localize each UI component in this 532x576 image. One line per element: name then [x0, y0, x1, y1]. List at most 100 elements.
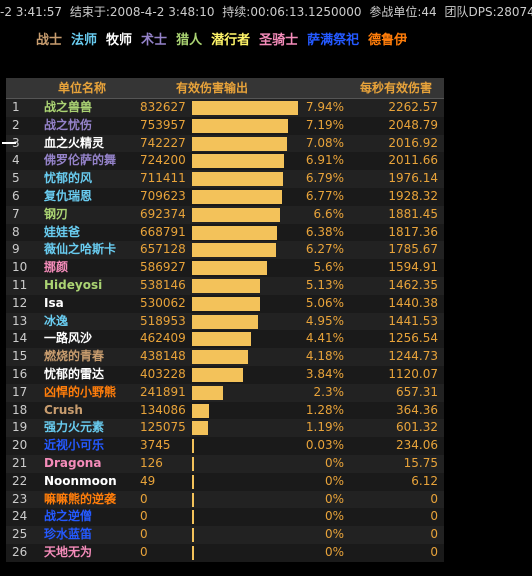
class-filter-5[interactable]: 潜行者: [211, 33, 251, 48]
row-rank: 4: [12, 153, 20, 168]
row-damage-bar: [192, 101, 298, 115]
row-rank: 2: [12, 117, 20, 132]
row-damage-bar: [192, 189, 283, 204]
table-row[interactable]: 19 强力火元素 125075 1.19% 601.32: [6, 419, 444, 438]
row-rank: 16: [12, 366, 28, 381]
row-unit-name: 战之逆僧: [44, 509, 93, 524]
class-filter-bar: 战士 法师 牧师 术士 猎人 潜行者 圣骑士 萨满祭祀 德鲁伊: [36, 30, 416, 52]
table-row[interactable]: 15 燃烧的青春 438148 4.18% 1244.73: [6, 348, 444, 366]
row-rank: 24: [12, 509, 28, 524]
row-dps: 1441.53: [388, 313, 438, 328]
row-dps: 657.31: [396, 384, 438, 399]
row-rank: 18: [12, 402, 28, 417]
row-percent: 0%: [324, 455, 344, 470]
row-damage: 403228: [140, 366, 186, 381]
duration-label: 持续:: [222, 5, 251, 19]
row-percent: 1.19%: [305, 420, 344, 435]
row-damage-bar: [192, 439, 194, 454]
row-damage-bar: [192, 118, 288, 133]
table-row[interactable]: 7 钢刃 692374 6.6% 1881.45: [6, 205, 444, 224]
row-dps: 2016.92: [388, 135, 438, 150]
row-unit-name: 冰逸: [44, 313, 69, 328]
row-percent: 6.79%: [305, 171, 344, 186]
row-unit-name: 战之忧伤: [44, 117, 93, 132]
table-row[interactable]: 4 佛罗伦萨的舞 724200 6.91% 2011.66: [6, 152, 444, 171]
table-row[interactable]: 23 嘛嘛熊的逆袭 0 0% 0: [6, 490, 444, 509]
row-damage-bar: [192, 403, 210, 418]
damage-table: 单位名称 有效伤害输出 每秒有效伤害 1 战之兽兽 832627 7.94% 2262.…: [6, 78, 444, 562]
units-value: 44: [421, 5, 437, 19]
row-dps: 1244.73: [388, 349, 438, 364]
table-row[interactable]: 9 薇仙之哈斯卡 657128 6.27% 1785.67: [6, 241, 444, 260]
table-row[interactable]: 26 天地无为 0 0% 0: [6, 543, 444, 562]
table-row[interactable]: 21 Dragona 126 0% 15.75: [6, 454, 444, 473]
row-damage: 126: [140, 455, 163, 470]
table-row[interactable]: 20 近视小可乐 3745 0.03% 234.06: [6, 437, 444, 455]
row-unit-name: 复仇瑞恩: [44, 188, 93, 203]
class-filter-4[interactable]: 猎人: [176, 33, 203, 48]
class-filter-0[interactable]: 战士: [36, 33, 63, 48]
header-unit-name[interactable]: 单位名称: [58, 81, 107, 95]
row-damage: 49: [140, 473, 156, 488]
class-filter-8[interactable]: 德鲁伊: [368, 33, 408, 48]
table-row[interactable]: 6 复仇瑞恩 709623 6.77% 1928.32: [6, 187, 444, 206]
row-percent: 6.27%: [305, 242, 344, 257]
row-unit-name: 薇仙之哈斯卡: [44, 242, 117, 257]
row-percent: 6.91%: [305, 153, 344, 168]
row-percent: 0%: [324, 473, 344, 488]
row-dps: 0: [430, 544, 438, 559]
table-row[interactable]: 5 忧郁的风 711411 6.79% 1976.14: [6, 170, 444, 188]
row-percent: 2.3%: [313, 384, 345, 399]
table-row[interactable]: 17 凶悍的小野熊 241891 2.3% 657.31: [6, 383, 444, 402]
header-dps[interactable]: 每秒有效伤害: [360, 81, 433, 95]
row-unit-name: 忧郁的风: [44, 171, 93, 186]
row-unit-name: Noonmoon: [44, 473, 117, 488]
table-row[interactable]: 10 挪颜 586927 5.6% 1594.91: [6, 259, 444, 277]
table-row[interactable]: 11 Hideyosi 538146 5.13% 1462.35: [6, 276, 444, 295]
row-dps: 1256.54: [388, 331, 438, 346]
row-damage: 0: [140, 491, 148, 506]
end-time: 2008-4-2 3:48:10: [109, 5, 215, 19]
header-damage[interactable]: 有效伤害输出: [176, 81, 249, 95]
table-row[interactable]: 1 战之兽兽 832627 7.94% 2262.57: [6, 99, 444, 117]
table-row[interactable]: 12 Isa 530062 5.06% 1440.38: [6, 294, 444, 313]
row-damage-bar: [192, 332, 251, 347]
row-dps: 2011.66: [388, 153, 438, 168]
row-dps: 0: [430, 491, 438, 506]
row-damage-bar: [192, 456, 194, 471]
class-filter-7[interactable]: 萨满祭祀: [307, 33, 360, 48]
row-damage-bar: [192, 278, 261, 293]
class-filter-2[interactable]: 牧师: [106, 33, 133, 48]
class-filter-3[interactable]: 术士: [141, 33, 168, 48]
table-row[interactable]: 24 战之逆僧 0 0% 0: [6, 508, 444, 527]
row-unit-name: 忧郁的雷达: [44, 366, 105, 381]
row-damage: 530062: [140, 295, 186, 310]
row-percent: 6.6%: [313, 206, 345, 221]
row-damage-bar: [192, 225, 278, 240]
row-damage: 692374: [140, 206, 186, 221]
table-row[interactable]: 22 Noonmoon 49 0% 6.12: [6, 472, 444, 491]
row-dps: 1928.32: [388, 188, 438, 203]
row-damage-bar: [192, 154, 285, 169]
row-percent: 0.03%: [305, 438, 344, 453]
table-row[interactable]: 16 忧郁的雷达 403228 3.84% 1120.07: [6, 365, 444, 384]
table-row[interactable]: 8 娃娃爸 668791 6.38% 1817.36: [6, 223, 444, 242]
table-row[interactable]: 18 Crush 134086 1.28% 364.36: [6, 401, 444, 420]
table-row[interactable]: 14 一路风沙 462409 4.41% 1256.54: [6, 330, 444, 349]
row-unit-name: 燃烧的青春: [44, 349, 105, 364]
session-info-bar: -2 3:41:57 结束于:2008-4-2 3:48:10 持续:00:06…: [0, 0, 532, 24]
table-row[interactable]: 3血之火精灵7422277.08%2016.92: [6, 134, 444, 153]
class-filter-6[interactable]: 圣骑士: [259, 33, 299, 48]
row-unit-name: 近视小可乐: [44, 438, 105, 453]
table-row[interactable]: 13 冰逸 518953 4.95% 1441.53: [6, 312, 444, 331]
row-dps: 1881.45: [388, 206, 438, 221]
row-rank: 7: [12, 206, 20, 221]
row-rank: 8: [12, 224, 20, 239]
table-row[interactable]: 25 珍水蓝笛 0 0% 0: [6, 526, 444, 544]
units-label: 参战单位:: [369, 5, 422, 19]
row-dps: 364.36: [396, 402, 438, 417]
row-rank: 19: [12, 420, 28, 435]
row-unit-name: 一路风沙: [44, 331, 93, 346]
class-filter-1[interactable]: 法师: [71, 33, 98, 48]
table-row[interactable]: 2 战之忧伤 753957 7.19% 2048.79: [6, 116, 444, 135]
